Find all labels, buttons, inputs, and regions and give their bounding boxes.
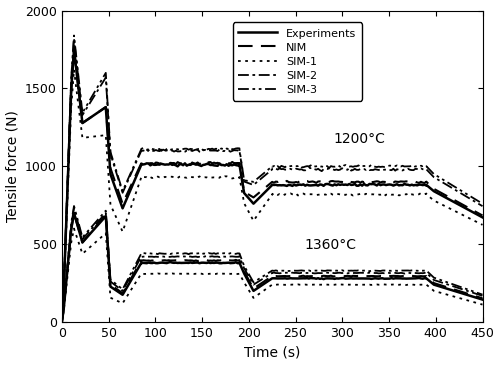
X-axis label: Time (s): Time (s) (244, 345, 300, 360)
Legend: Experiments, NIM, SIM-1, SIM-2, SIM-3: Experiments, NIM, SIM-1, SIM-2, SIM-3 (233, 22, 362, 101)
Y-axis label: Tensile force (N): Tensile force (N) (6, 110, 20, 222)
Text: 1360°C: 1360°C (305, 238, 357, 252)
Text: 1200°C: 1200°C (333, 132, 385, 146)
